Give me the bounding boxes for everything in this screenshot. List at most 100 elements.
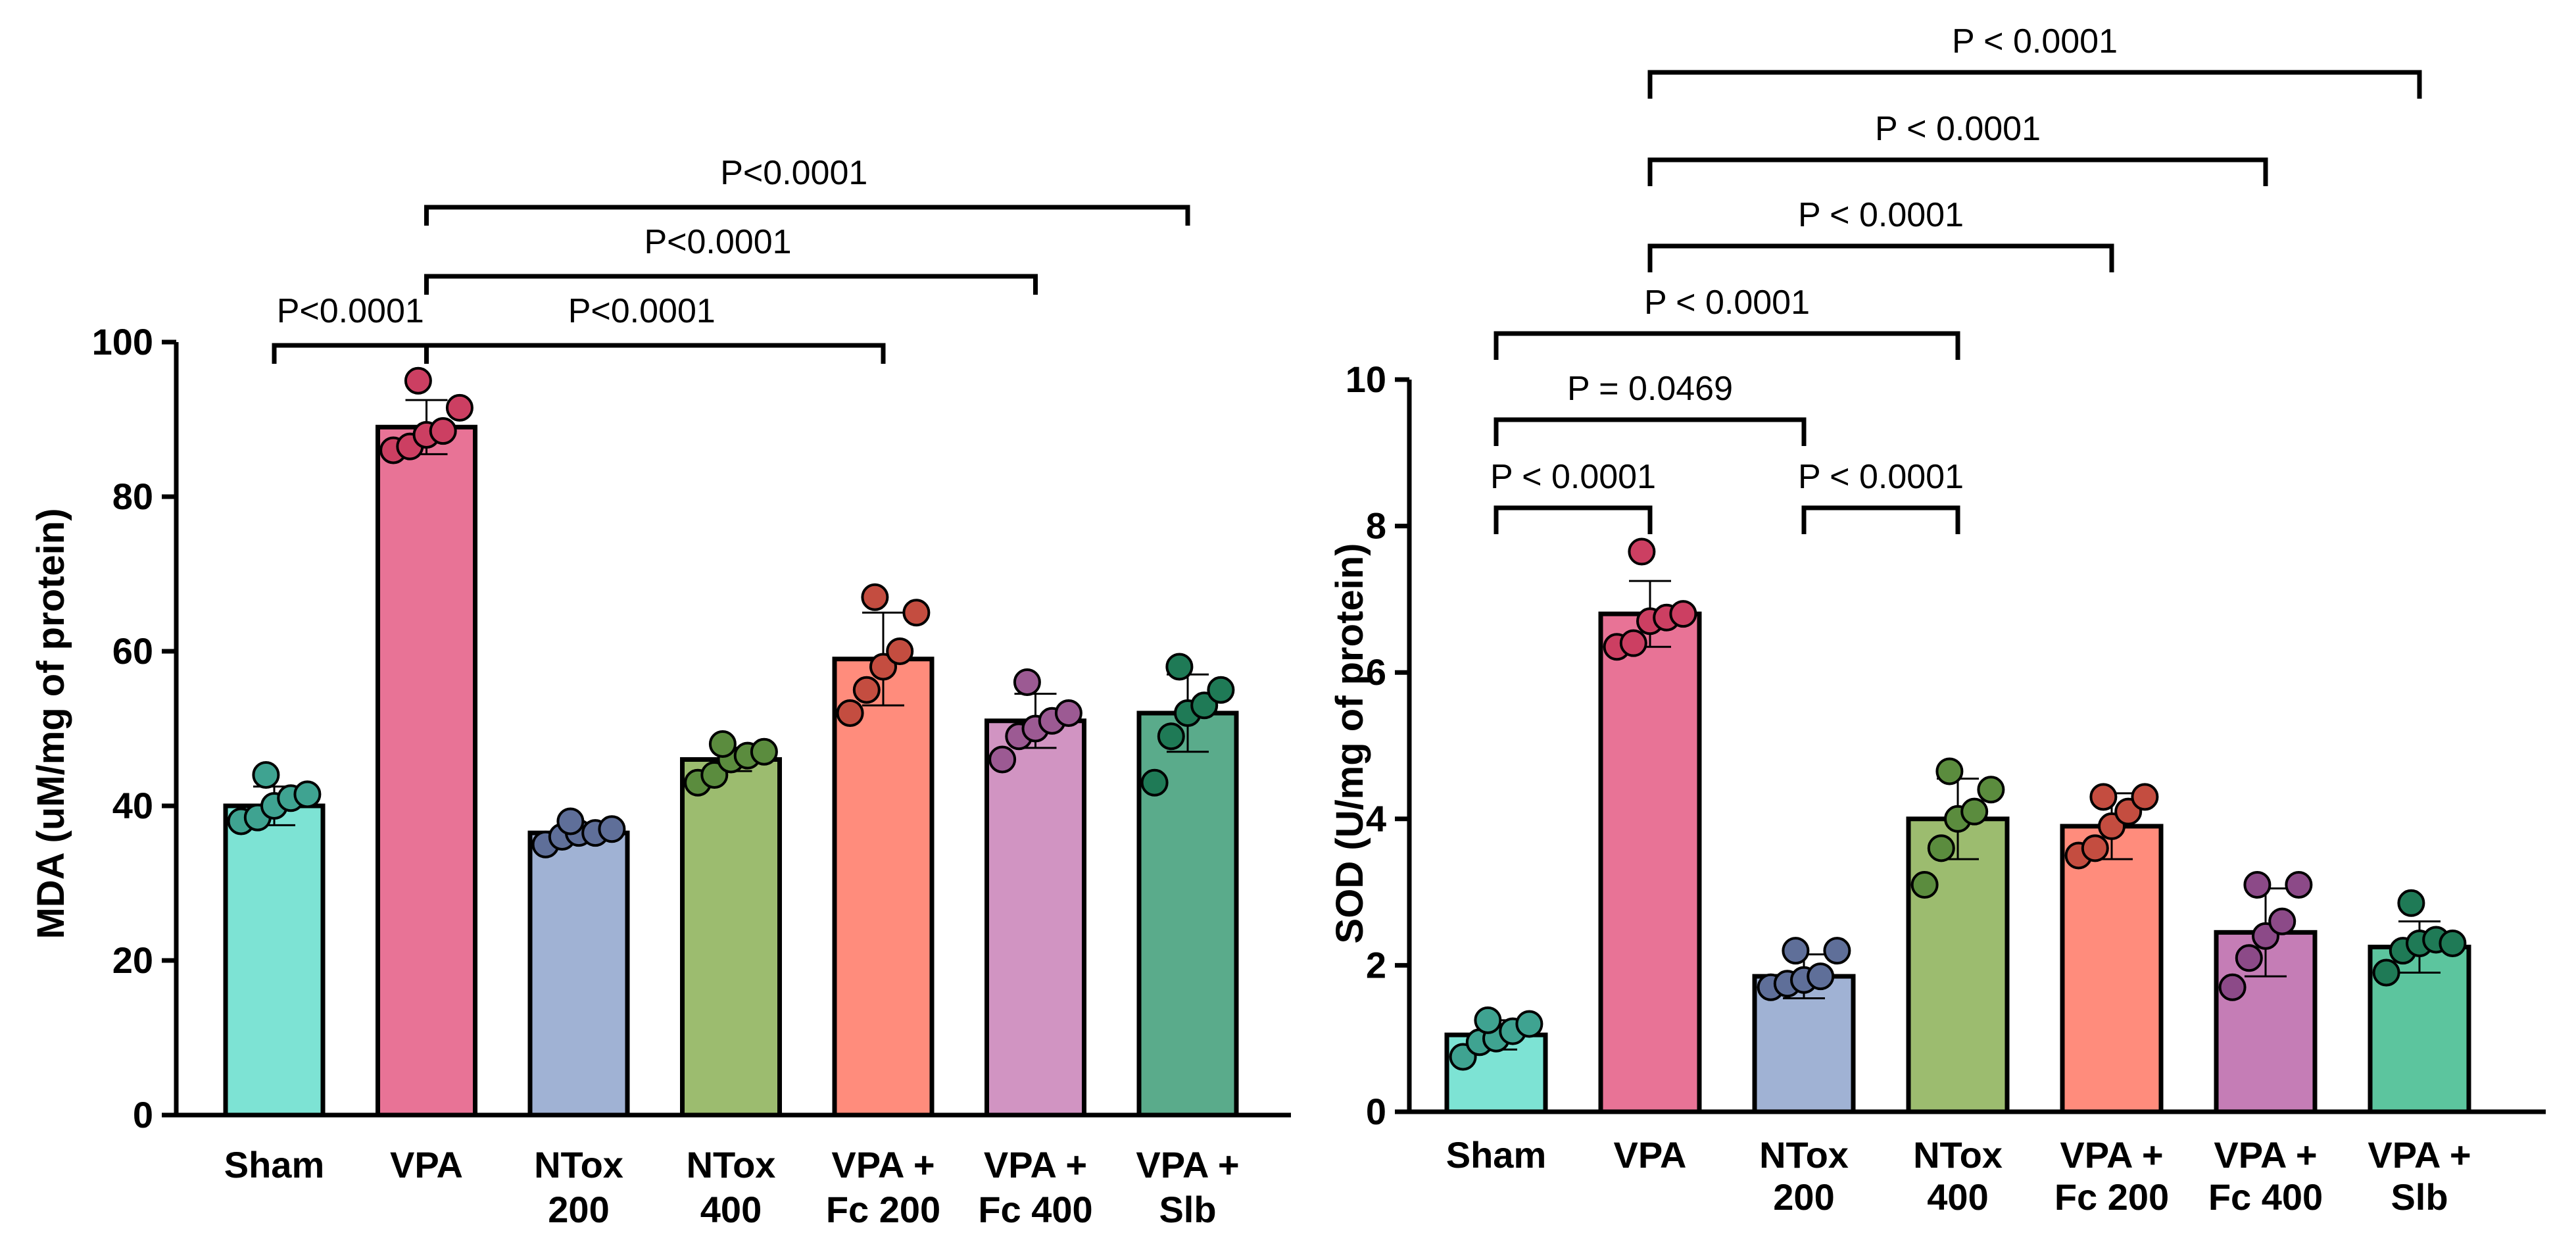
x-category-label: Sham: [1446, 1134, 1547, 1176]
data-point: [2268, 907, 2297, 935]
significance-label: P<0.0001: [720, 154, 867, 192]
data-point: [1628, 537, 1656, 566]
x-category-label: NTox: [1913, 1134, 2003, 1176]
y-tick-label: 80: [112, 476, 153, 517]
bar: [1136, 710, 1239, 1118]
data-point: [2089, 783, 2118, 811]
data-point: [1515, 1010, 1543, 1038]
data-point: [293, 780, 322, 809]
bar: [984, 718, 1086, 1118]
y-axis-label: MDA (uM/mg of protein): [30, 508, 72, 939]
y-tick-label: 100: [92, 321, 153, 362]
data-point: [1927, 834, 1955, 862]
y-tick-label: 8: [1366, 505, 1386, 547]
significance-label: P = 0.0469: [1567, 370, 1733, 408]
significance-bracket: [1494, 331, 1960, 360]
significance-bracket: [1647, 243, 2114, 272]
y-axis-label: SOD (U/mg of protein): [1328, 543, 1371, 944]
x-category-label: VPA +: [2060, 1134, 2163, 1176]
data-point: [700, 761, 729, 789]
x-category-label: VPA: [390, 1144, 463, 1185]
significance-bracket: [1801, 505, 1960, 534]
data-point: [886, 637, 914, 665]
y-tick-label: 10: [1346, 359, 1386, 400]
data-point: [2397, 889, 2425, 917]
data-point: [2285, 870, 2313, 899]
x-category-label: NTox: [687, 1144, 776, 1185]
y-tick-label: 40: [112, 785, 153, 826]
data-point: [1960, 797, 1989, 826]
x-category-label: VPA: [1614, 1134, 1687, 1176]
data-point: [1190, 691, 1219, 720]
data-point: [1165, 653, 1194, 681]
significance-bracket: [1494, 417, 1807, 446]
significance-label: P < 0.0001: [1644, 284, 1810, 322]
x-category-label: 200: [1773, 1176, 1834, 1218]
data-point: [445, 393, 474, 422]
x-category-label: Fc 200: [826, 1189, 940, 1230]
significance-label: P < 0.0001: [1875, 110, 2041, 148]
significance-bracket: [1647, 70, 2422, 99]
significance-bracket: [272, 343, 429, 364]
bar: [2060, 824, 2164, 1114]
x-category-label: Slb: [1159, 1189, 1216, 1230]
x-category-label: Fc 400: [2208, 1176, 2323, 1218]
x-category-label: Slb: [2391, 1176, 2448, 1218]
data-point: [1140, 768, 1169, 797]
significance-label: P<0.0001: [568, 292, 716, 330]
data-point: [2439, 930, 2467, 958]
bar: [832, 657, 935, 1118]
data-point: [1619, 629, 1647, 657]
data-point: [598, 815, 626, 843]
data-point: [750, 737, 778, 766]
y-tick-label: 20: [112, 939, 153, 981]
data-point: [2235, 944, 2263, 972]
data-point: [1807, 962, 1835, 991]
x-category-label: Fc 400: [978, 1189, 1092, 1230]
data-point: [1823, 937, 1851, 965]
significance-bracket: [1494, 505, 1653, 534]
data-point: [1157, 722, 1185, 751]
significance-bracket: [424, 205, 1190, 226]
data-point: [2243, 870, 2272, 899]
data-point: [556, 807, 585, 835]
data-point: [861, 583, 889, 611]
x-category-label: VPA +: [1136, 1144, 1239, 1185]
bar: [223, 803, 326, 1118]
data-point: [1910, 870, 1939, 899]
x-category-label: VPA +: [2214, 1134, 2317, 1176]
x-category-label: VPA +: [2368, 1134, 2471, 1176]
data-point: [2372, 958, 2400, 987]
y-tick-label: 6: [1366, 651, 1386, 693]
data-point: [852, 676, 881, 704]
data-point: [429, 417, 457, 445]
significance-label: P < 0.0001: [1952, 22, 2118, 61]
data-point: [902, 599, 931, 627]
y-tick-label: 0: [133, 1094, 153, 1135]
data-point: [869, 653, 897, 681]
data-point: [1054, 699, 1082, 727]
data-point: [1782, 937, 1810, 965]
data-point: [2081, 834, 2109, 862]
x-category-label: 400: [700, 1189, 762, 1230]
x-category-label: NTox: [1759, 1134, 1849, 1176]
data-point: [708, 730, 737, 758]
x-category-label: 200: [548, 1189, 609, 1230]
data-point: [1977, 776, 2005, 804]
significance-label: P < 0.0001: [1798, 196, 1964, 234]
x-category-label: Fc 200: [2054, 1176, 2169, 1218]
data-point: [836, 699, 864, 727]
x-category-label: VPA +: [831, 1144, 935, 1185]
data-point: [988, 745, 1017, 774]
data-point: [252, 761, 280, 789]
data-point: [2218, 973, 2247, 1001]
significance-label: P<0.0001: [644, 223, 791, 261]
significance-label: P < 0.0001: [1798, 458, 1964, 496]
data-point: [1935, 757, 1964, 785]
significance-bracket: [1647, 157, 2268, 186]
y-tick-label: 0: [1366, 1091, 1386, 1132]
significance-label: P<0.0001: [277, 292, 424, 330]
x-category-label: Sham: [224, 1144, 325, 1185]
